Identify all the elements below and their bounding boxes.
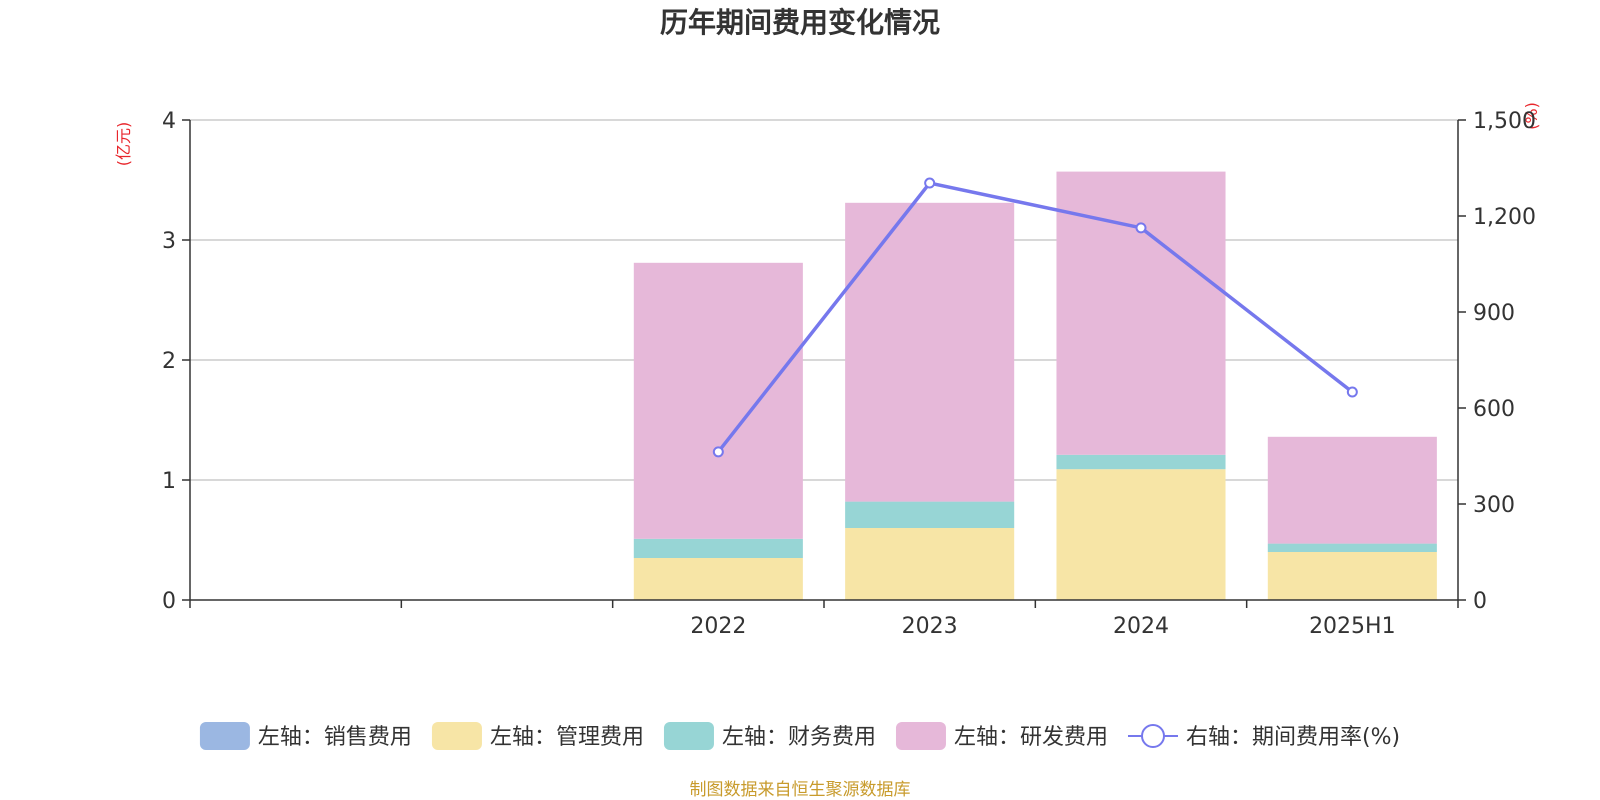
- bars: [633, 171, 1437, 600]
- legend-item: 左轴：财务费用: [663, 722, 876, 750]
- legend-item: 右轴：期间费用率(%): [1127, 724, 1400, 750]
- x-tick-label: 2022: [690, 614, 746, 639]
- x-tick-label: 2025H1: [1309, 614, 1396, 639]
- legend-label: 左轴：销售费用: [258, 725, 412, 750]
- left-tick-label: 3: [162, 229, 176, 254]
- rate-line-path: [716, 181, 1354, 453]
- legend-label: 左轴：财务费用: [722, 725, 876, 750]
- bar-segment: [1056, 454, 1226, 470]
- right-tick-label: 1,500: [1473, 109, 1536, 134]
- legend-swatch: [663, 722, 714, 750]
- rate-point: [712, 446, 724, 458]
- axes: 0 1 2 3 4 0 300 600 900 1,200 1,500 2022 2023 2024 202…: [162, 109, 1536, 639]
- legend-item: 左轴：管理费用: [431, 722, 644, 750]
- source-note: 制图数据来自恒生聚源数据库: [690, 780, 911, 800]
- rate-line: [712, 177, 1358, 458]
- legend-swatch: [895, 722, 946, 750]
- legend-item: 左轴：研发费用: [895, 722, 1108, 750]
- legend-label: 右轴：期间费用率(%): [1186, 725, 1400, 750]
- right-tick-label: 900: [1473, 301, 1515, 326]
- bar-segment: [1267, 552, 1437, 600]
- left-tick-label: 1: [162, 469, 176, 494]
- left-tick-label: 0: [162, 589, 176, 614]
- bar-segment: [1056, 171, 1226, 455]
- right-tick-label: 0: [1473, 589, 1487, 614]
- bar-segment: [1267, 543, 1437, 552]
- bar-segment: [1267, 436, 1437, 544]
- legend-marker: [1140, 724, 1165, 748]
- legend: 左轴：销售费用 左轴：管理费用 左轴：财务费用 左轴：研发费用 右轴：期间费用率(%): [199, 722, 1400, 750]
- legend-label: 左轴：管理费用: [490, 725, 644, 750]
- left-tick-label: 4: [162, 109, 176, 134]
- legend-item: 左轴：销售费用: [199, 722, 412, 750]
- left-tick-label: 2: [162, 349, 176, 374]
- chart-title: 历年期间费用变化情况: [660, 6, 940, 39]
- rate-point: [1135, 222, 1147, 234]
- rate-point: [1346, 386, 1358, 398]
- bar-segment: [845, 501, 1015, 528]
- left-axis-unit: (亿元): [114, 122, 133, 167]
- bar-segment: [633, 558, 803, 600]
- x-tick-label: 2023: [902, 614, 958, 639]
- right-axis-unit: (%): [1522, 102, 1541, 130]
- bar-segment: [845, 202, 1015, 502]
- rate-point: [924, 177, 936, 189]
- bar-segment: [633, 538, 803, 558]
- right-tick-label: 600: [1473, 397, 1515, 422]
- gridlines: [190, 119, 1458, 481]
- bar-segment: [845, 528, 1015, 600]
- x-tick-label: 2024: [1113, 614, 1169, 639]
- legend-swatch: [199, 722, 250, 750]
- right-tick-label: 300: [1473, 493, 1515, 518]
- right-tick-label: 1,200: [1473, 205, 1536, 230]
- legend-label: 左轴：研发费用: [954, 725, 1108, 750]
- bar-segment: [1056, 469, 1226, 600]
- legend-swatch: [431, 722, 482, 750]
- bar-segment: [633, 262, 803, 539]
